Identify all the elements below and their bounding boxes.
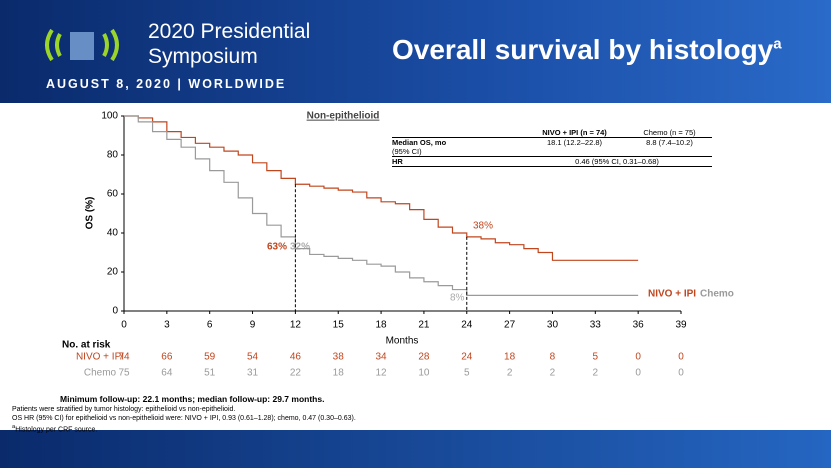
header-line1: 2020 Presidential bbox=[148, 20, 311, 43]
at-risk-value: 54 bbox=[247, 352, 259, 363]
at-risk-value: 34 bbox=[376, 352, 388, 363]
at-risk-value: 31 bbox=[247, 368, 259, 379]
annotation: 38% bbox=[473, 221, 493, 232]
y-tick-label: 40 bbox=[107, 228, 119, 239]
at-risk-value: 0 bbox=[635, 368, 641, 379]
header-line2: Symposium bbox=[148, 45, 258, 68]
footer-band bbox=[0, 430, 831, 468]
x-tick-label: 33 bbox=[590, 320, 602, 331]
cell: 18.1 (12.2–22.8) bbox=[546, 138, 603, 147]
at-risk-value: 66 bbox=[161, 352, 173, 363]
y-tick-label: 100 bbox=[101, 111, 118, 122]
at-risk-value: 64 bbox=[161, 368, 173, 379]
slide-title: Overall survival by histologya bbox=[392, 34, 782, 66]
x-tick-label: 30 bbox=[547, 320, 559, 331]
at-risk-value: 10 bbox=[418, 368, 430, 379]
survival-curve bbox=[124, 115, 639, 296]
y-tick-label: 80 bbox=[107, 150, 119, 161]
column-header: NIVO + IPI (n = 74) bbox=[542, 128, 607, 137]
table-header: NIVO + IPI (n = 74) Chemo (n = 75) bbox=[392, 128, 712, 138]
at-risk-value: 74 bbox=[118, 352, 130, 363]
footnote: Patients were stratified by tumor histol… bbox=[12, 406, 236, 413]
cell: 0.46 (95% CI, 0.31–0.68) bbox=[575, 157, 659, 166]
at-risk-value: 2 bbox=[593, 368, 599, 379]
at-risk-value: 2 bbox=[550, 368, 556, 379]
legend-label: NIVO + IPI bbox=[648, 289, 696, 300]
footnotes: Minimum follow-up: 22.1 months; median f… bbox=[12, 395, 356, 434]
y-axis-label: OS (%) bbox=[85, 197, 96, 230]
at-risk-value: 59 bbox=[204, 352, 216, 363]
at-risk-value: 22 bbox=[290, 368, 302, 379]
x-tick-label: 36 bbox=[633, 320, 645, 331]
column-header: Chemo (n = 75) bbox=[643, 128, 696, 137]
x-tick-label: 12 bbox=[290, 320, 302, 331]
at-risk-title: No. at risk bbox=[62, 340, 111, 351]
x-tick-label: 18 bbox=[376, 320, 388, 331]
at-risk-value: 2 bbox=[507, 368, 513, 379]
x-tick-label: 39 bbox=[675, 320, 687, 331]
at-risk-row-label: NIVO + IPI bbox=[76, 352, 124, 363]
x-tick-label: 6 bbox=[207, 320, 213, 331]
at-risk-value: 28 bbox=[418, 352, 430, 363]
at-risk-value: 18 bbox=[504, 352, 516, 363]
row-sublabel: (95% CI) bbox=[392, 147, 422, 156]
at-risk-value: 0 bbox=[678, 368, 684, 379]
at-risk-value: 18 bbox=[333, 368, 345, 379]
at-risk-value: 0 bbox=[635, 352, 641, 363]
legend-label: Chemo bbox=[700, 289, 734, 300]
at-risk-value: 38 bbox=[333, 352, 345, 363]
at-risk-value: 12 bbox=[376, 368, 388, 379]
x-tick-label: 0 bbox=[121, 320, 127, 331]
x-tick-label: 15 bbox=[333, 320, 345, 331]
header-date: AUGUST 8, 2020 | WORLDWIDE bbox=[46, 77, 287, 91]
logo bbox=[45, 28, 119, 62]
y-tick-label: 60 bbox=[107, 189, 119, 200]
at-risk-value: 5 bbox=[464, 368, 470, 379]
x-tick-label: 21 bbox=[418, 320, 430, 331]
annotation: 63% bbox=[267, 242, 287, 253]
x-tick-label: 27 bbox=[504, 320, 516, 331]
row-label: Median OS, mo bbox=[392, 138, 447, 147]
at-risk-value: 51 bbox=[204, 368, 216, 379]
at-risk-value: 5 bbox=[593, 352, 599, 363]
table-row: Median OS, mo (95% CI) 18.1 (12.2–22.8) 8… bbox=[392, 138, 712, 157]
annotation: 8% bbox=[450, 293, 465, 304]
slide-title-text: Overall survival by histology bbox=[392, 34, 774, 65]
x-axis-label: Months bbox=[386, 336, 419, 347]
footnote: Minimum follow-up: 22.1 months; median f… bbox=[60, 394, 325, 404]
at-risk-value: 75 bbox=[118, 368, 130, 379]
x-tick-label: 3 bbox=[164, 320, 170, 331]
summary-table: NIVO + IPI (n = 74) Chemo (n = 75) Media… bbox=[392, 128, 712, 167]
chart-title: Non-epithelioid bbox=[307, 111, 380, 122]
survival-curve bbox=[124, 115, 639, 261]
at-risk-value: 8 bbox=[550, 352, 556, 363]
at-risk-value: 0 bbox=[678, 352, 684, 363]
footnote-text: Histology per CRF source. bbox=[15, 426, 98, 434]
cell: 8.8 (7.4–10.2) bbox=[646, 138, 693, 147]
y-tick-label: 0 bbox=[112, 306, 118, 317]
header-band: 2020 Presidential Symposium AUGUST 8, 20… bbox=[0, 0, 831, 103]
table-row: HR 0.46 (95% CI, 0.31–0.68) bbox=[392, 157, 712, 167]
footnote: aHistology per CRF source. bbox=[12, 424, 98, 434]
x-tick-label: 24 bbox=[461, 320, 473, 331]
y-tick-label: 20 bbox=[107, 267, 119, 278]
x-tick-label: 9 bbox=[250, 320, 256, 331]
at-risk-value: 24 bbox=[461, 352, 473, 363]
at-risk-value: 46 bbox=[290, 352, 302, 363]
row-label: HR bbox=[392, 157, 403, 166]
footnote: OS HR (95% CI) for epithelioid vs non-ep… bbox=[12, 415, 356, 422]
annotation: 32% bbox=[290, 242, 310, 253]
slide-title-sup: a bbox=[773, 35, 782, 53]
at-risk-row-label: Chemo bbox=[84, 368, 117, 379]
